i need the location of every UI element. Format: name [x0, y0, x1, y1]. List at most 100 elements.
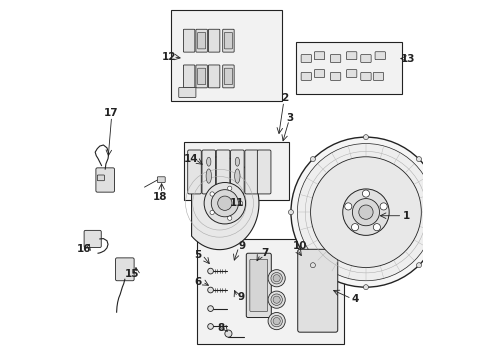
FancyBboxPatch shape	[197, 32, 205, 49]
FancyBboxPatch shape	[179, 87, 196, 98]
FancyBboxPatch shape	[346, 52, 356, 60]
Text: 3: 3	[285, 113, 292, 123]
FancyBboxPatch shape	[330, 55, 340, 63]
Text: 8: 8	[217, 323, 224, 333]
Circle shape	[267, 270, 285, 287]
Circle shape	[272, 318, 280, 325]
FancyBboxPatch shape	[301, 72, 311, 80]
FancyBboxPatch shape	[246, 253, 271, 318]
Circle shape	[310, 263, 315, 268]
Text: 10: 10	[292, 242, 306, 251]
FancyBboxPatch shape	[183, 65, 194, 88]
FancyBboxPatch shape	[202, 150, 215, 194]
Circle shape	[372, 224, 380, 231]
FancyBboxPatch shape	[222, 65, 234, 88]
Circle shape	[209, 192, 214, 196]
Circle shape	[270, 273, 282, 284]
Text: 14: 14	[183, 154, 198, 163]
FancyBboxPatch shape	[196, 29, 207, 52]
Circle shape	[227, 186, 231, 190]
Circle shape	[352, 199, 379, 226]
FancyBboxPatch shape	[208, 29, 220, 52]
Circle shape	[211, 190, 238, 217]
Circle shape	[207, 306, 213, 311]
Circle shape	[416, 263, 421, 268]
FancyBboxPatch shape	[372, 72, 383, 80]
FancyBboxPatch shape	[346, 69, 356, 77]
FancyBboxPatch shape	[224, 32, 232, 49]
Circle shape	[438, 210, 443, 215]
Circle shape	[207, 287, 213, 293]
Text: 9: 9	[238, 241, 245, 251]
Circle shape	[272, 296, 280, 303]
Circle shape	[209, 210, 214, 215]
FancyBboxPatch shape	[208, 65, 220, 88]
Text: 2: 2	[281, 93, 288, 103]
Ellipse shape	[235, 157, 239, 166]
FancyBboxPatch shape	[96, 168, 114, 192]
Circle shape	[224, 330, 231, 337]
FancyBboxPatch shape	[97, 175, 104, 181]
Text: 6: 6	[194, 277, 201, 287]
Text: 1: 1	[402, 211, 409, 221]
FancyBboxPatch shape	[249, 259, 267, 311]
FancyBboxPatch shape	[224, 68, 232, 85]
Circle shape	[310, 157, 421, 267]
FancyBboxPatch shape	[196, 65, 207, 88]
Bar	[197, 239, 343, 344]
Text: 16: 16	[76, 244, 91, 253]
FancyBboxPatch shape	[244, 150, 258, 194]
FancyBboxPatch shape	[374, 52, 385, 60]
Circle shape	[272, 275, 280, 282]
Circle shape	[358, 205, 372, 219]
Text: 12: 12	[162, 52, 176, 62]
FancyBboxPatch shape	[84, 230, 101, 248]
Circle shape	[217, 196, 231, 210]
Circle shape	[363, 285, 367, 290]
Ellipse shape	[206, 157, 210, 166]
Circle shape	[363, 135, 367, 140]
Circle shape	[342, 189, 388, 235]
Text: 4: 4	[351, 294, 358, 303]
FancyBboxPatch shape	[197, 68, 205, 85]
Polygon shape	[191, 157, 259, 249]
Bar	[171, 10, 282, 102]
Circle shape	[362, 190, 369, 197]
Circle shape	[297, 144, 434, 281]
Circle shape	[310, 157, 315, 162]
Circle shape	[288, 210, 293, 215]
Text: 18: 18	[153, 192, 167, 202]
FancyBboxPatch shape	[183, 29, 194, 52]
FancyBboxPatch shape	[222, 29, 234, 52]
Bar	[296, 42, 401, 94]
Circle shape	[207, 268, 213, 274]
Circle shape	[207, 324, 213, 329]
Circle shape	[379, 203, 386, 210]
Circle shape	[270, 315, 282, 327]
Circle shape	[267, 312, 285, 330]
Circle shape	[344, 203, 351, 210]
FancyBboxPatch shape	[360, 55, 370, 63]
FancyBboxPatch shape	[115, 258, 134, 281]
Text: 11: 11	[229, 198, 244, 208]
Circle shape	[267, 291, 285, 308]
FancyBboxPatch shape	[314, 52, 324, 60]
FancyBboxPatch shape	[301, 55, 311, 63]
FancyBboxPatch shape	[257, 150, 270, 194]
FancyBboxPatch shape	[187, 150, 201, 194]
Circle shape	[351, 224, 358, 231]
Ellipse shape	[234, 169, 240, 183]
Text: 9: 9	[237, 292, 244, 302]
Text: 17: 17	[104, 108, 119, 118]
Ellipse shape	[205, 169, 211, 183]
FancyBboxPatch shape	[314, 69, 324, 77]
Circle shape	[227, 216, 231, 220]
Bar	[183, 143, 288, 200]
FancyBboxPatch shape	[330, 72, 340, 80]
FancyBboxPatch shape	[230, 150, 244, 194]
FancyBboxPatch shape	[297, 249, 337, 332]
Text: 15: 15	[124, 269, 139, 279]
Circle shape	[416, 157, 421, 162]
Text: 5: 5	[194, 250, 201, 260]
Circle shape	[290, 137, 440, 287]
